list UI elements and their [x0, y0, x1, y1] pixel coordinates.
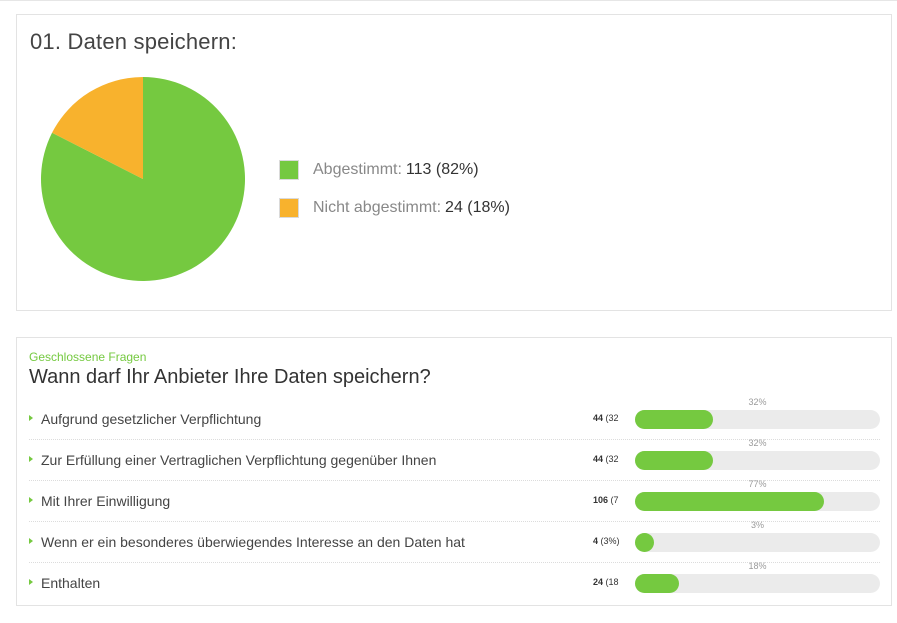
pie-slice-abgestimmt	[40, 77, 245, 281]
answer-count: 24 (18	[593, 577, 635, 587]
progress-fill	[635, 410, 714, 429]
caret-right-icon	[29, 497, 33, 503]
legend-label-voted: Abgestimmt:	[313, 161, 402, 178]
answer-percent-label: 18%	[748, 561, 767, 571]
summary-card: 01. Daten speichern: Abgestimmt: 113 (82…	[16, 14, 892, 311]
legend-swatch-not-voted	[279, 198, 299, 218]
answer-percent-label: 3%	[750, 520, 764, 530]
answer-label: Wenn er ein besonderes überwiegendes Int…	[41, 534, 465, 550]
answer-count-number: 24	[593, 577, 604, 587]
answer-list: Aufgrund gesetzlicher Verpflichtung 44 (…	[29, 397, 880, 604]
progress-fill	[635, 533, 654, 552]
caret-right-icon	[29, 579, 33, 585]
answer-row[interactable]: Mit Ihrer Einwilligung 106 (7 77%	[29, 479, 880, 522]
progress-track	[635, 451, 880, 470]
answer-row[interactable]: Zur Erfüllung einer Vertraglichen Verpfl…	[29, 438, 880, 481]
answer-percent-label: 32%	[748, 438, 767, 448]
answer-row[interactable]: Enthalten 24 (18 18%	[29, 561, 880, 604]
pie-legend: Abgestimmt: 113 (82%) Nicht abgestimmt: …	[279, 159, 510, 235]
answer-count-number: 44	[593, 454, 604, 464]
pie-chart	[40, 77, 245, 281]
progress-fill	[635, 492, 824, 511]
answer-count: 106 (7	[593, 495, 635, 505]
top-divider	[0, 0, 897, 1]
answer-count-percent: (18	[605, 577, 619, 587]
legend-item-not-voted: Nicht abgestimmt: 24 (18%)	[279, 197, 510, 219]
answer-count-number: 4	[593, 536, 599, 546]
progress-track	[635, 492, 880, 511]
answer-count-percent: (7	[610, 495, 619, 505]
legend-label-not-voted: Nicht abgestimmt:	[313, 199, 442, 216]
answer-count: 44 (32	[593, 454, 635, 464]
answer-label: Zur Erfüllung einer Vertraglichen Verpfl…	[41, 452, 437, 468]
answer-count-percent: (32	[605, 413, 619, 423]
answer-count-number: 44	[593, 413, 604, 423]
progress-track	[635, 410, 880, 429]
question-category: Geschlossene Fragen	[29, 350, 147, 364]
answer-count-percent: (32	[605, 454, 619, 464]
answer-label: Mit Ihrer Einwilligung	[41, 493, 171, 509]
progress-fill	[635, 574, 680, 593]
answer-row[interactable]: Aufgrund gesetzlicher Verpflichtung 44 (…	[29, 397, 880, 440]
answer-label: Enthalten	[41, 575, 101, 591]
legend-swatch-voted	[279, 160, 299, 180]
legend-value-not-voted: 24 (18%)	[445, 199, 510, 216]
caret-right-icon	[29, 415, 33, 421]
caret-right-icon	[29, 538, 33, 544]
answer-percent-label: 32%	[748, 397, 767, 407]
pie-slice-nicht-abgestimmt	[52, 77, 143, 179]
answer-row[interactable]: Wenn er ein besonderes überwiegendes Int…	[29, 520, 880, 563]
legend-item-voted: Abgestimmt: 113 (82%)	[279, 159, 510, 181]
progress-fill	[635, 451, 714, 470]
progress-track	[635, 533, 880, 552]
summary-title: 01. Daten speichern:	[30, 29, 238, 54]
caret-right-icon	[29, 456, 33, 462]
progress-track	[635, 574, 880, 593]
legend-value-voted: 113 (82%)	[405, 161, 479, 178]
answer-percent-label: 77%	[748, 479, 767, 489]
answer-label: Aufgrund gesetzlicher Verpflichtung	[41, 411, 262, 427]
question-title: Wann darf Ihr Anbieter Ihre Daten speich…	[29, 366, 431, 388]
answer-count: 44 (32	[593, 413, 635, 423]
answer-count-percent: (3%)	[600, 536, 620, 546]
answer-count: 4 (3%)	[593, 536, 635, 546]
question-card: Geschlossene Fragen Wann darf Ihr Anbiet…	[16, 337, 892, 606]
answer-count-number: 106	[593, 495, 609, 505]
